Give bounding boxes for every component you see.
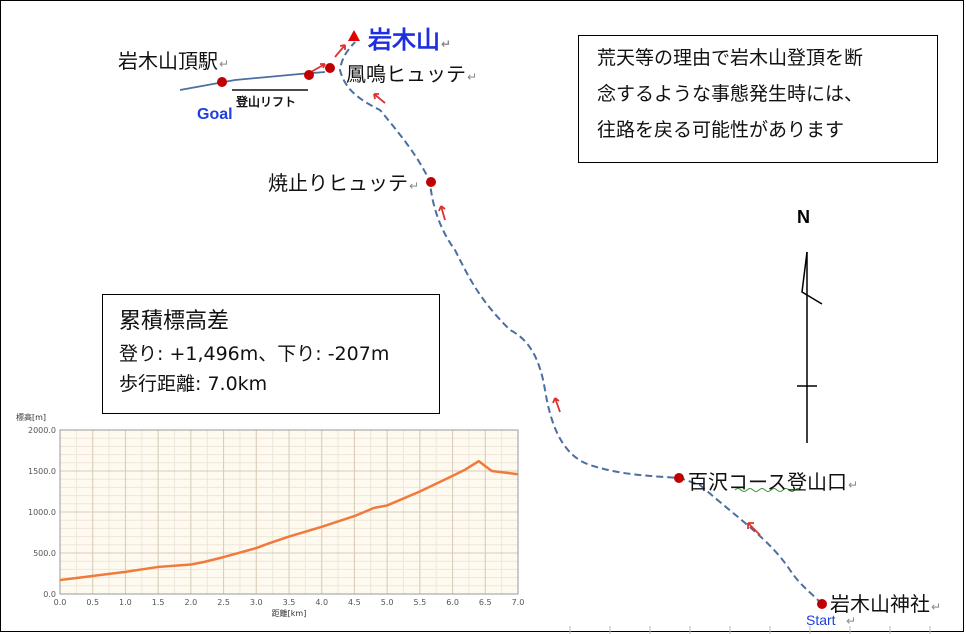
peak-name: 岩木山↵	[368, 26, 452, 54]
plot-border	[59, 429, 519, 595]
x-tick-label: 3.0	[250, 598, 263, 607]
notice-box: 荒天等の理由で岩木山登頂を断 念するような事態発生時には、 往路を戻る可能性があ…	[578, 35, 938, 163]
x-tick-label: 4.5	[348, 598, 361, 607]
x-tick-label: 2.0	[184, 598, 197, 607]
x-tick-label: 1.5	[152, 598, 165, 607]
north-label: N	[797, 207, 810, 227]
x-tick-label: 2.5	[217, 598, 230, 607]
stats-title: 累積標高差	[119, 309, 230, 334]
x-axis-label: 距離[km]	[272, 608, 307, 618]
x-tick-label: 1.0	[119, 598, 132, 607]
elevation-line	[59, 459, 519, 582]
pin-summit-station	[217, 77, 227, 87]
peak-marker-icon	[348, 30, 360, 41]
direction-arrows	[310, 44, 761, 536]
y-tick-label: 0.0	[43, 590, 56, 599]
y-tick-label: 2000.0	[28, 426, 56, 435]
x-tick-label: 7.0	[512, 598, 525, 607]
x-tick-label: 3.5	[283, 598, 296, 607]
north-arrow	[797, 251, 823, 443]
x-tick-label: 0.0	[54, 598, 67, 607]
ruler-ticks	[569, 626, 931, 634]
spellcheck-underline	[734, 488, 802, 492]
label-iwakisan-shrine: 岩木山神社↵	[830, 592, 942, 616]
y-tick-label: 500.0	[33, 549, 56, 558]
y-tick-label: 1500.0	[28, 467, 56, 476]
elevation-chart-svg: 0.0 500.0 1000.0 1500.0 2000.0 0.0 0.5 1.0 1.5 2.…	[16, 412, 525, 618]
goal-label: Goal	[197, 106, 233, 123]
x-tick-label: 5.5	[413, 598, 426, 607]
label-hoomei-hut: 鳳鳴ヒュッテ↵	[346, 62, 478, 86]
label-yakedomari-hut: 焼止りヒュッテ↵	[268, 171, 420, 195]
edit-mark: ↵	[846, 614, 857, 628]
notice-line: 往路を戻る可能性があります	[597, 119, 845, 141]
stats-ascent: 登り: +1,496m、下り: -207m	[119, 343, 390, 365]
notice-line: 念するような事態発生時には、	[597, 83, 864, 105]
stats-distance: 歩行距離: 7.0km	[119, 373, 268, 395]
label-summit-station: 岩木山頂駅↵	[118, 49, 230, 73]
stats-box: 累積標高差 登り: +1,496m、下り: -207m 歩行距離: 7.0km	[102, 294, 440, 414]
x-tick-label: 4.0	[315, 598, 328, 607]
label-hyakuzawa-trailhead: 百沢コース登山口↵	[688, 470, 859, 494]
notice-line: 荒天等の理由で岩木山登頂を断	[597, 47, 864, 69]
hiking-route	[338, 41, 823, 605]
x-tick-label: 0.5	[86, 598, 99, 607]
pin-hoomei-hut	[325, 63, 335, 73]
pin-iwakisan-shrine	[817, 599, 827, 609]
lift-label: 登山リフト	[236, 95, 297, 109]
elevation-chart: 0.0 500.0 1000.0 1500.0 2000.0 0.0 0.5 1.0 1.5 2.…	[14, 408, 534, 628]
start-label: Start	[806, 612, 836, 628]
x-tick-label: 5.0	[381, 598, 394, 607]
x-tick-label: 6.5	[479, 598, 492, 607]
y-axis-label: 標高[m]	[16, 412, 46, 422]
pin-lift-top	[304, 70, 314, 80]
pin-yakedomari-hut	[426, 177, 436, 187]
y-tick-label: 1000.0	[28, 508, 56, 517]
pin-hyakuzawa-trailhead	[674, 473, 684, 483]
x-tick-label: 6.0	[446, 598, 459, 607]
